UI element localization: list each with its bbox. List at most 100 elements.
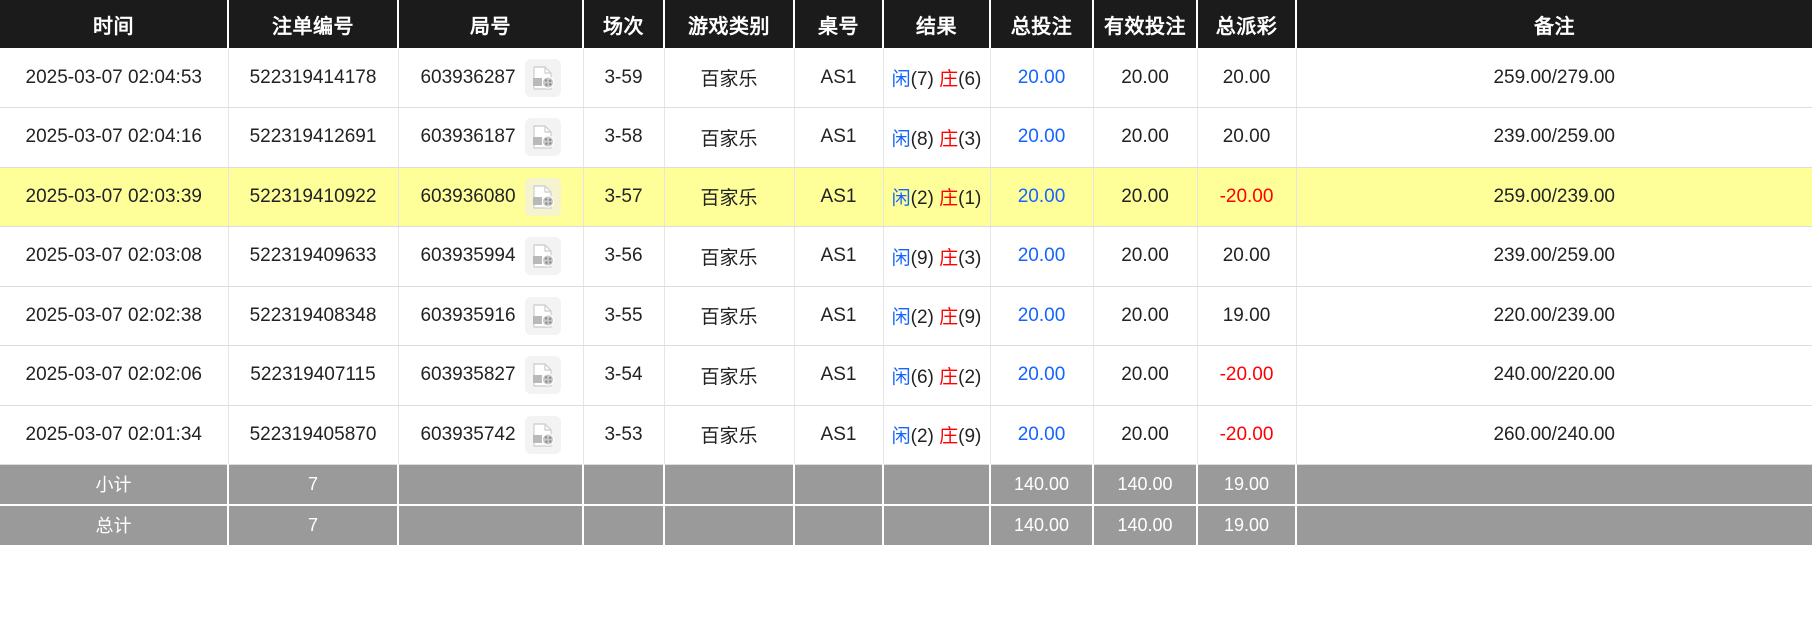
cell-bet-id: 522319410922 <box>228 167 399 227</box>
result-player-value: (2) <box>910 307 934 329</box>
cell-game-type: 百家乐 <box>664 405 795 465</box>
cell-session: 3-54 <box>583 345 665 406</box>
cell-round-no: 603935994 <box>398 226 584 287</box>
video-replay-icon[interactable] <box>524 177 561 216</box>
cell-game-type: 百家乐 <box>664 226 795 287</box>
video-replay-icon[interactable] <box>524 356 561 395</box>
video-replay-icon[interactable] <box>524 58 561 97</box>
table-row[interactable]: 2025-03-07 02:02:38 522319408348 603935916… <box>0 286 1812 346</box>
column-header-time[interactable]: 时间 <box>0 0 229 48</box>
footer-table-no <box>794 504 884 545</box>
column-header-table_no[interactable]: 桌号 <box>794 0 884 48</box>
column-header-game_type[interactable]: 游戏类别 <box>664 0 795 48</box>
result-banker-value: (6) <box>958 69 982 90</box>
column-header-result[interactable]: 结果 <box>883 0 991 48</box>
table-row[interactable]: 2025-03-07 02:04:16 522319412691 603936187… <box>0 107 1812 168</box>
cell-result: 闲(6) 庄(2) <box>883 345 991 406</box>
cell-bet-id: 522319408348 <box>228 286 399 346</box>
cell-round-no: 603935742 <box>398 405 584 465</box>
cell-remark: 239.00/259.00 <box>1296 226 1812 287</box>
cell-session: 3-55 <box>583 286 665 346</box>
cell-table-no: AS1 <box>794 345 884 406</box>
result-banker-value: (3) <box>958 128 982 150</box>
result-player-label: 闲 <box>891 128 911 150</box>
video-replay-icon[interactable] <box>524 415 561 454</box>
footer-table-no <box>794 464 884 506</box>
cell-valid-bet: 20.00 <box>1093 226 1198 287</box>
result-banker-label: 庄 <box>939 307 959 329</box>
cell-time: 2025-03-07 02:02:06 <box>0 345 229 406</box>
result-player-value: (7) <box>910 69 934 90</box>
result-banker-value: (9) <box>958 307 982 329</box>
cell-result: 闲(2) 庄(9) <box>883 405 991 465</box>
footer-count: 7 <box>228 464 399 506</box>
result-banker-label: 庄 <box>939 426 959 448</box>
round-no-text: 603935994 <box>420 245 516 267</box>
result-banker-value: (2) <box>958 366 982 388</box>
round-no-wrapper: 603936187 <box>420 118 561 157</box>
column-header-round_no[interactable]: 局号 <box>398 0 584 48</box>
footer-valid-bet: 140.00 <box>1093 464 1198 506</box>
table-row[interactable]: 2025-03-07 02:04:53 522319414178 603936287… <box>0 48 1812 108</box>
footer-label: 总计 <box>0 504 229 545</box>
cell-game-type: 百家乐 <box>664 167 795 227</box>
result-banker-label: 庄 <box>939 128 959 150</box>
column-header-session[interactable]: 场次 <box>583 0 665 48</box>
table-row[interactable]: 2025-03-07 02:03:08 522319409633 603935994… <box>0 226 1812 287</box>
cell-session: 3-58 <box>583 107 665 168</box>
table-row[interactable]: 2025-03-07 02:02:06 522319407115 603935827… <box>0 345 1812 406</box>
result-player-label: 闲 <box>891 307 911 329</box>
cell-round-no: 603935916 <box>398 286 584 346</box>
cell-remark: 240.00/220.00 <box>1296 345 1812 406</box>
footer-session <box>583 464 665 506</box>
footer-row: 小计 7 140.00 140.00 19.00 <box>0 464 1812 506</box>
column-header-bet_id[interactable]: 注单编号 <box>228 0 399 48</box>
cell-bet-id: 522319409633 <box>228 226 399 287</box>
column-header-total_bet[interactable]: 总投注 <box>990 0 1094 48</box>
column-header-total_payout[interactable]: 总派彩 <box>1197 0 1297 48</box>
table-row[interactable]: 2025-03-07 02:01:34 522319405870 603935742… <box>0 405 1812 465</box>
column-header-valid_bet[interactable]: 有效投注 <box>1093 0 1198 48</box>
column-header-remark[interactable]: 备注 <box>1296 0 1812 48</box>
cell-valid-bet: 20.00 <box>1093 405 1198 465</box>
cell-bet-id: 522319414178 <box>228 48 399 108</box>
footer-result <box>883 464 991 506</box>
cell-time: 2025-03-07 02:03:08 <box>0 226 229 287</box>
cell-time: 2025-03-07 02:01:34 <box>0 405 229 465</box>
result-banker-label: 庄 <box>939 366 959 388</box>
cell-total-bet: 20.00 <box>990 107 1094 168</box>
table-row[interactable]: 2025-03-07 02:03:39 522319410922 603936080… <box>0 167 1812 227</box>
cell-valid-bet: 20.00 <box>1093 107 1198 168</box>
cell-total-bet: 20.00 <box>990 48 1094 108</box>
cell-valid-bet: 20.00 <box>1093 345 1198 406</box>
cell-total-payout: -20.00 <box>1197 345 1297 406</box>
table-footer: 小计 7 140.00 140.00 19.00 总计 7 140.00 140.00 19.00 <box>0 464 1812 545</box>
betting-records-table: 时间 注单编号 局号 场次 游戏类别 桌号 结果 总投注 有效投注 总派彩 备注 2025-03-0… <box>0 0 1812 545</box>
video-replay-icon[interactable] <box>524 296 561 335</box>
cell-bet-id: 522319412691 <box>228 107 399 168</box>
footer-label: 小计 <box>0 464 229 506</box>
result-banker-value: (3) <box>958 247 982 269</box>
video-replay-icon[interactable] <box>524 118 561 157</box>
round-no-text: 603936287 <box>420 66 516 88</box>
cell-remark: 260.00/240.00 <box>1296 405 1812 465</box>
round-no-text: 603936187 <box>420 126 516 148</box>
cell-result: 闲(7) 庄(6) <box>883 48 991 108</box>
result-banker-value: (1) <box>958 188 982 210</box>
cell-remark: 239.00/259.00 <box>1296 107 1812 168</box>
cell-game-type: 百家乐 <box>664 107 795 168</box>
result-player-value: (8) <box>910 128 934 150</box>
video-replay-icon[interactable] <box>524 237 561 276</box>
round-no-text: 603935916 <box>420 304 516 326</box>
cell-total-payout: -20.00 <box>1197 405 1297 465</box>
cell-round-no: 603936187 <box>398 107 584 168</box>
cell-remark: 220.00/239.00 <box>1296 286 1812 346</box>
result-player-label: 闲 <box>891 247 911 269</box>
result-player-value: (2) <box>910 188 934 210</box>
cell-bet-id: 522319407115 <box>228 345 399 406</box>
result-banker-label: 庄 <box>939 69 959 90</box>
result-player-label: 闲 <box>891 188 911 210</box>
footer-row: 总计 7 140.00 140.00 19.00 <box>0 504 1812 545</box>
cell-session: 3-57 <box>583 167 665 227</box>
footer-remark <box>1296 504 1812 545</box>
